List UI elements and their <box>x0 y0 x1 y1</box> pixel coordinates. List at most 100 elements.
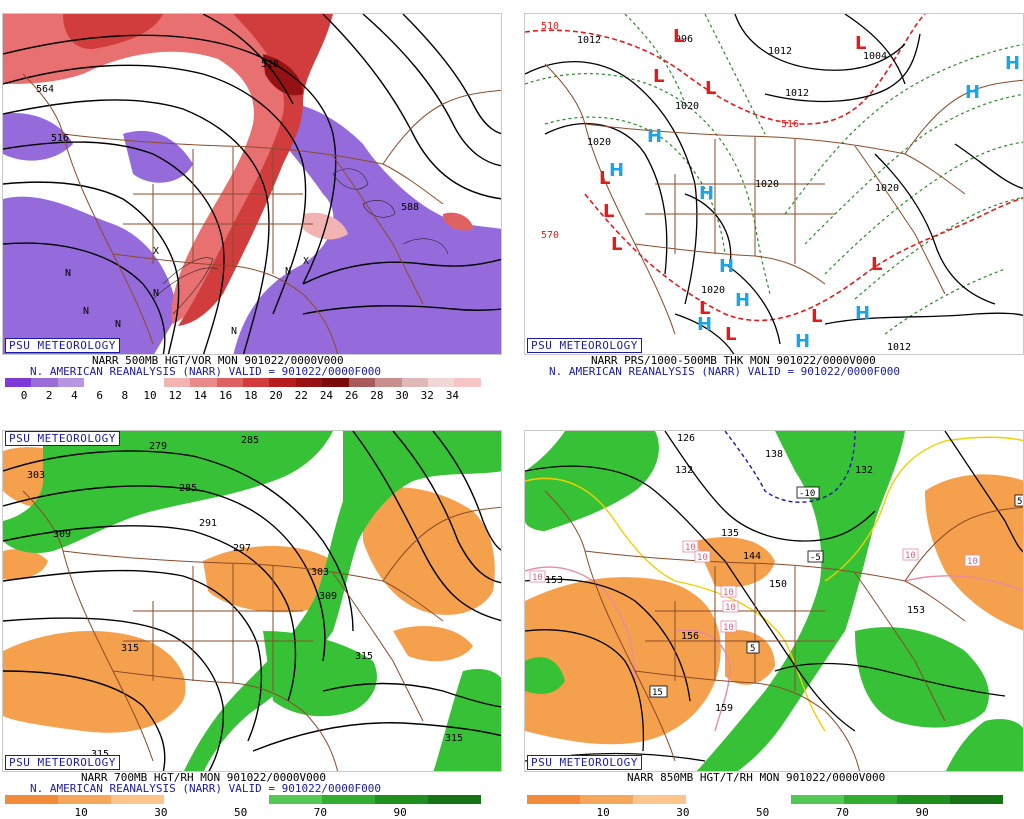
svg-text:1004: 1004 <box>863 51 887 62</box>
colorbar-tick-label: 2 <box>45 389 53 402</box>
svg-text:1020: 1020 <box>755 179 779 190</box>
low-marker: L <box>599 168 610 189</box>
colorbar-tick-label: 12 <box>168 389 182 402</box>
svg-text:570: 570 <box>541 230 559 241</box>
caption-500mb-valid: N. AMERICAN REANALYSIS (NARR) VALID = 90… <box>30 365 381 378</box>
vorticity-colorbar-ticks: 0 2 4 6 8 10 12 14 16 18 20 22 24 26 28 30 32 34 <box>5 389 481 402</box>
caption-500mb-title: NARR 500MB HGT/VOR MON 901022/0000V000 <box>92 354 344 367</box>
map-850mb-hgt-t-rh: 126 132 138 132 135 144 150 156 159 153 … <box>524 430 1024 772</box>
svg-text:297: 297 <box>233 543 251 554</box>
dry-rh-shading <box>525 474 1023 745</box>
thin-vorticity-contours <box>152 168 449 315</box>
temperature-boxed-labels: -10 -5 10 10 10 10 10 10 5 15 5 10 10 <box>529 486 1023 698</box>
moist-rh-shading <box>3 431 501 771</box>
map-500mb-canvas: 564 516 528 588 N N N N X X N N <box>3 14 501 354</box>
high-marker: H <box>965 82 980 103</box>
svg-text:150: 150 <box>769 579 787 590</box>
svg-text:285: 285 <box>241 435 259 446</box>
positive-vorticity-shading <box>3 14 473 326</box>
svg-text:303: 303 <box>311 567 329 578</box>
map-850mb-canvas: 126 132 138 132 135 144 150 156 159 153 … <box>525 431 1023 771</box>
colorbar-tick-label: 70 <box>835 806 849 819</box>
svg-text:315: 315 <box>91 749 109 760</box>
colorbar-tick-label: 70 <box>313 806 327 819</box>
map-500mb-vorticity: 564 516 528 588 N N N N X X N N PSU METE… <box>2 13 502 355</box>
colorbar-tick-label: 24 <box>319 389 334 402</box>
low-marker: L <box>705 78 716 99</box>
colorbar-tick-label: 30 <box>154 806 168 819</box>
svg-text:X: X <box>303 256 309 267</box>
colorbar-tick-label: 34 <box>445 389 460 402</box>
psu-meteorology-logo: PSU METEOROLOGY <box>5 755 120 770</box>
psu-meteorology-logo-top: PSU METEOROLOGY <box>5 431 120 446</box>
low-marker: L <box>603 201 614 222</box>
psu-meteorology-logo: PSU METEOROLOGY <box>5 338 120 353</box>
svg-text:N: N <box>285 266 291 277</box>
low-marker: L <box>725 324 736 345</box>
political-boundaries <box>544 63 1023 335</box>
svg-text:15: 15 <box>652 688 663 698</box>
svg-text:1012: 1012 <box>785 88 809 99</box>
svg-text:10: 10 <box>723 623 734 633</box>
colorbar-tick-label: 8 <box>121 389 129 402</box>
svg-text:1020: 1020 <box>675 101 699 112</box>
svg-text:1020: 1020 <box>875 183 899 194</box>
rh-colorbar-700mb-ticks: 10 30 50 70 90 <box>5 806 481 819</box>
height-contours <box>525 431 1023 762</box>
svg-text:1012: 1012 <box>887 342 911 353</box>
caption-850mb-title: NARR 850MB HGT/T/RH MON 901022/0000V000 <box>627 771 886 784</box>
colorbar-tick-label: 10 <box>143 389 157 402</box>
high-marker: H <box>735 290 750 311</box>
high-marker: H <box>697 314 712 335</box>
negative-vorticity-shading <box>3 101 501 354</box>
isobars <box>525 14 1023 354</box>
map-700mb-rh: 303 279 285 285 291 297 309 303 309 315 … <box>2 430 502 772</box>
svg-text:315: 315 <box>121 643 139 654</box>
caption-700mb-valid: N. AMERICAN REANALYSIS (NARR) VALID = 90… <box>30 782 381 795</box>
svg-text:5: 5 <box>750 644 755 654</box>
low-marker: L <box>653 66 664 87</box>
svg-text:309: 309 <box>53 529 71 540</box>
high-marker: H <box>647 126 662 147</box>
svg-text:159: 159 <box>715 703 733 714</box>
svg-text:10: 10 <box>697 553 708 563</box>
svg-text:510: 510 <box>541 21 559 32</box>
svg-text:10: 10 <box>723 588 734 598</box>
high-marker: H <box>795 331 810 352</box>
colorbar-tick-label: 28 <box>370 389 384 402</box>
svg-text:126: 126 <box>677 433 695 444</box>
svg-text:-10: -10 <box>799 489 815 499</box>
svg-text:1012: 1012 <box>768 46 792 57</box>
colorbar-tick-label: 90 <box>915 806 929 819</box>
svg-text:N: N <box>83 306 89 317</box>
colorbar-tick-label: 20 <box>269 389 283 402</box>
svg-text:315: 315 <box>355 651 373 662</box>
political-boundaries <box>544 490 1023 771</box>
svg-text:5: 5 <box>1017 497 1022 507</box>
colorbar-tick-label: 10 <box>74 806 88 819</box>
high-marker: H <box>699 183 714 204</box>
svg-text:10: 10 <box>905 551 916 561</box>
low-marker: L <box>855 33 866 54</box>
high-marker: H <box>855 303 870 324</box>
svg-text:303: 303 <box>27 470 45 481</box>
psu-meteorology-logo: PSU METEOROLOGY <box>527 338 642 353</box>
rh-colorbar-700mb <box>5 795 482 804</box>
psu-meteorology-logo: PSU METEOROLOGY <box>527 755 642 770</box>
colorbar-tick-label: 14 <box>193 389 208 402</box>
colorbar-tick-label: 50 <box>755 806 770 819</box>
map-prs-thk-canvas: 510 1012 996 1012 1004 1020 1020 1020 10… <box>525 14 1023 354</box>
contour-labels: 126 132 138 132 135 144 150 156 159 153 … <box>545 433 925 714</box>
colorbar-tick-label: 22 <box>294 389 308 402</box>
contour-labels: 303 279 285 285 291 297 309 303 309 315 … <box>27 435 463 760</box>
svg-text:1020: 1020 <box>587 137 611 148</box>
svg-text:10: 10 <box>725 603 736 613</box>
colorbar-tick-label: 10 <box>596 806 610 819</box>
high-marker: H <box>719 256 734 277</box>
colorbar-tick-label: 90 <box>393 806 407 819</box>
map-sea-level-pressure-thickness: 510 1012 996 1012 1004 1020 1020 1020 10… <box>524 13 1024 355</box>
svg-text:279: 279 <box>149 441 167 452</box>
svg-text:N: N <box>231 326 237 337</box>
temperature-isotherms <box>525 431 1023 732</box>
svg-text:528: 528 <box>261 59 279 70</box>
